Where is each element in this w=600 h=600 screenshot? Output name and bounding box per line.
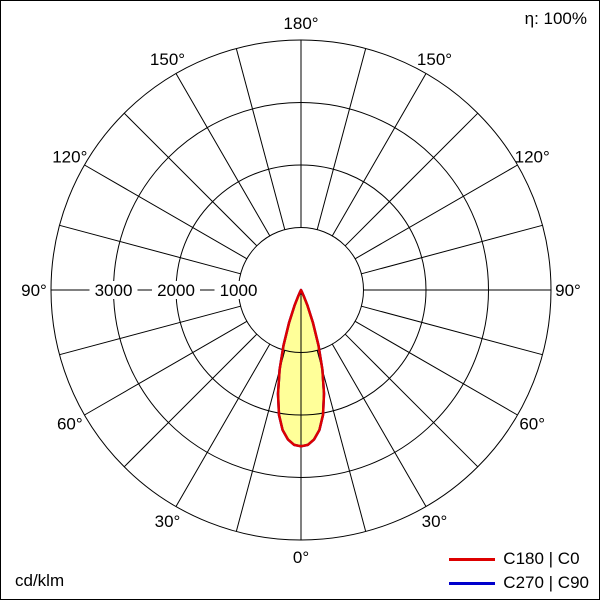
polar-grid-spoke [361, 305, 543, 356]
polar-grid-spoke [354, 320, 518, 416]
angle-label: 180° [283, 14, 318, 33]
polar-grid-spoke [344, 333, 479, 468]
polar-grid-spoke [331, 343, 427, 507]
polar-grid-spoke [235, 48, 286, 230]
angle-label: 90° [555, 281, 581, 300]
radial-tick-bg [152, 281, 200, 299]
legend-swatch [449, 581, 496, 585]
angle-label: 60° [519, 415, 545, 434]
legend-item: C180 | C0 [449, 549, 589, 569]
angle-label: 30° [422, 512, 448, 531]
polar-grid-spoke [235, 350, 286, 532]
angle-label: 60° [57, 415, 83, 434]
radial-tick-label: 1000 [220, 281, 258, 300]
legend-label: C180 | C0 [503, 549, 580, 568]
legend: C180 | C0 C270 | C90 [449, 549, 589, 593]
legend-label: C270 | C90 [503, 573, 589, 592]
radial-tick-label: 3000 [95, 281, 133, 300]
angle-label: 0° [293, 548, 309, 567]
unit-label: cd/klm [15, 571, 65, 590]
radial-tick-label: 2000 [157, 281, 195, 300]
legend-swatch [449, 557, 496, 561]
polar-grid-spoke [361, 224, 543, 275]
polar-grid-spoke [175, 343, 271, 507]
polar-grid-spoke [175, 73, 271, 237]
polar-grid-spoke [84, 164, 248, 260]
polar-grid-spoke [59, 224, 241, 275]
angle-label: 30° [155, 512, 181, 531]
angle-label: 150° [150, 50, 185, 69]
polar-grid-spoke [354, 164, 518, 260]
intensity-curve-c180-c0 [276, 288, 326, 448]
polar-grid-spoke [84, 320, 248, 416]
legend-item: C270 | C90 [449, 573, 589, 593]
polar-grid-spoke [316, 350, 367, 532]
angle-label: 120° [52, 148, 87, 167]
polar-grid-spoke [123, 333, 258, 468]
radial-tick-bg [89, 281, 138, 299]
polar-grid-spoke [331, 73, 427, 237]
polar-grid-spoke [344, 112, 479, 247]
polar-grid-spoke [316, 48, 367, 230]
angle-label: 90° [21, 281, 47, 300]
angle-label: 150° [417, 50, 452, 69]
angle-label: 120° [515, 148, 550, 167]
efficiency-label: η: 100% [524, 9, 587, 28]
polar-grid-spoke [123, 112, 258, 247]
polar-grid-spoke [59, 305, 241, 356]
radial-tick-bg [214, 281, 263, 299]
